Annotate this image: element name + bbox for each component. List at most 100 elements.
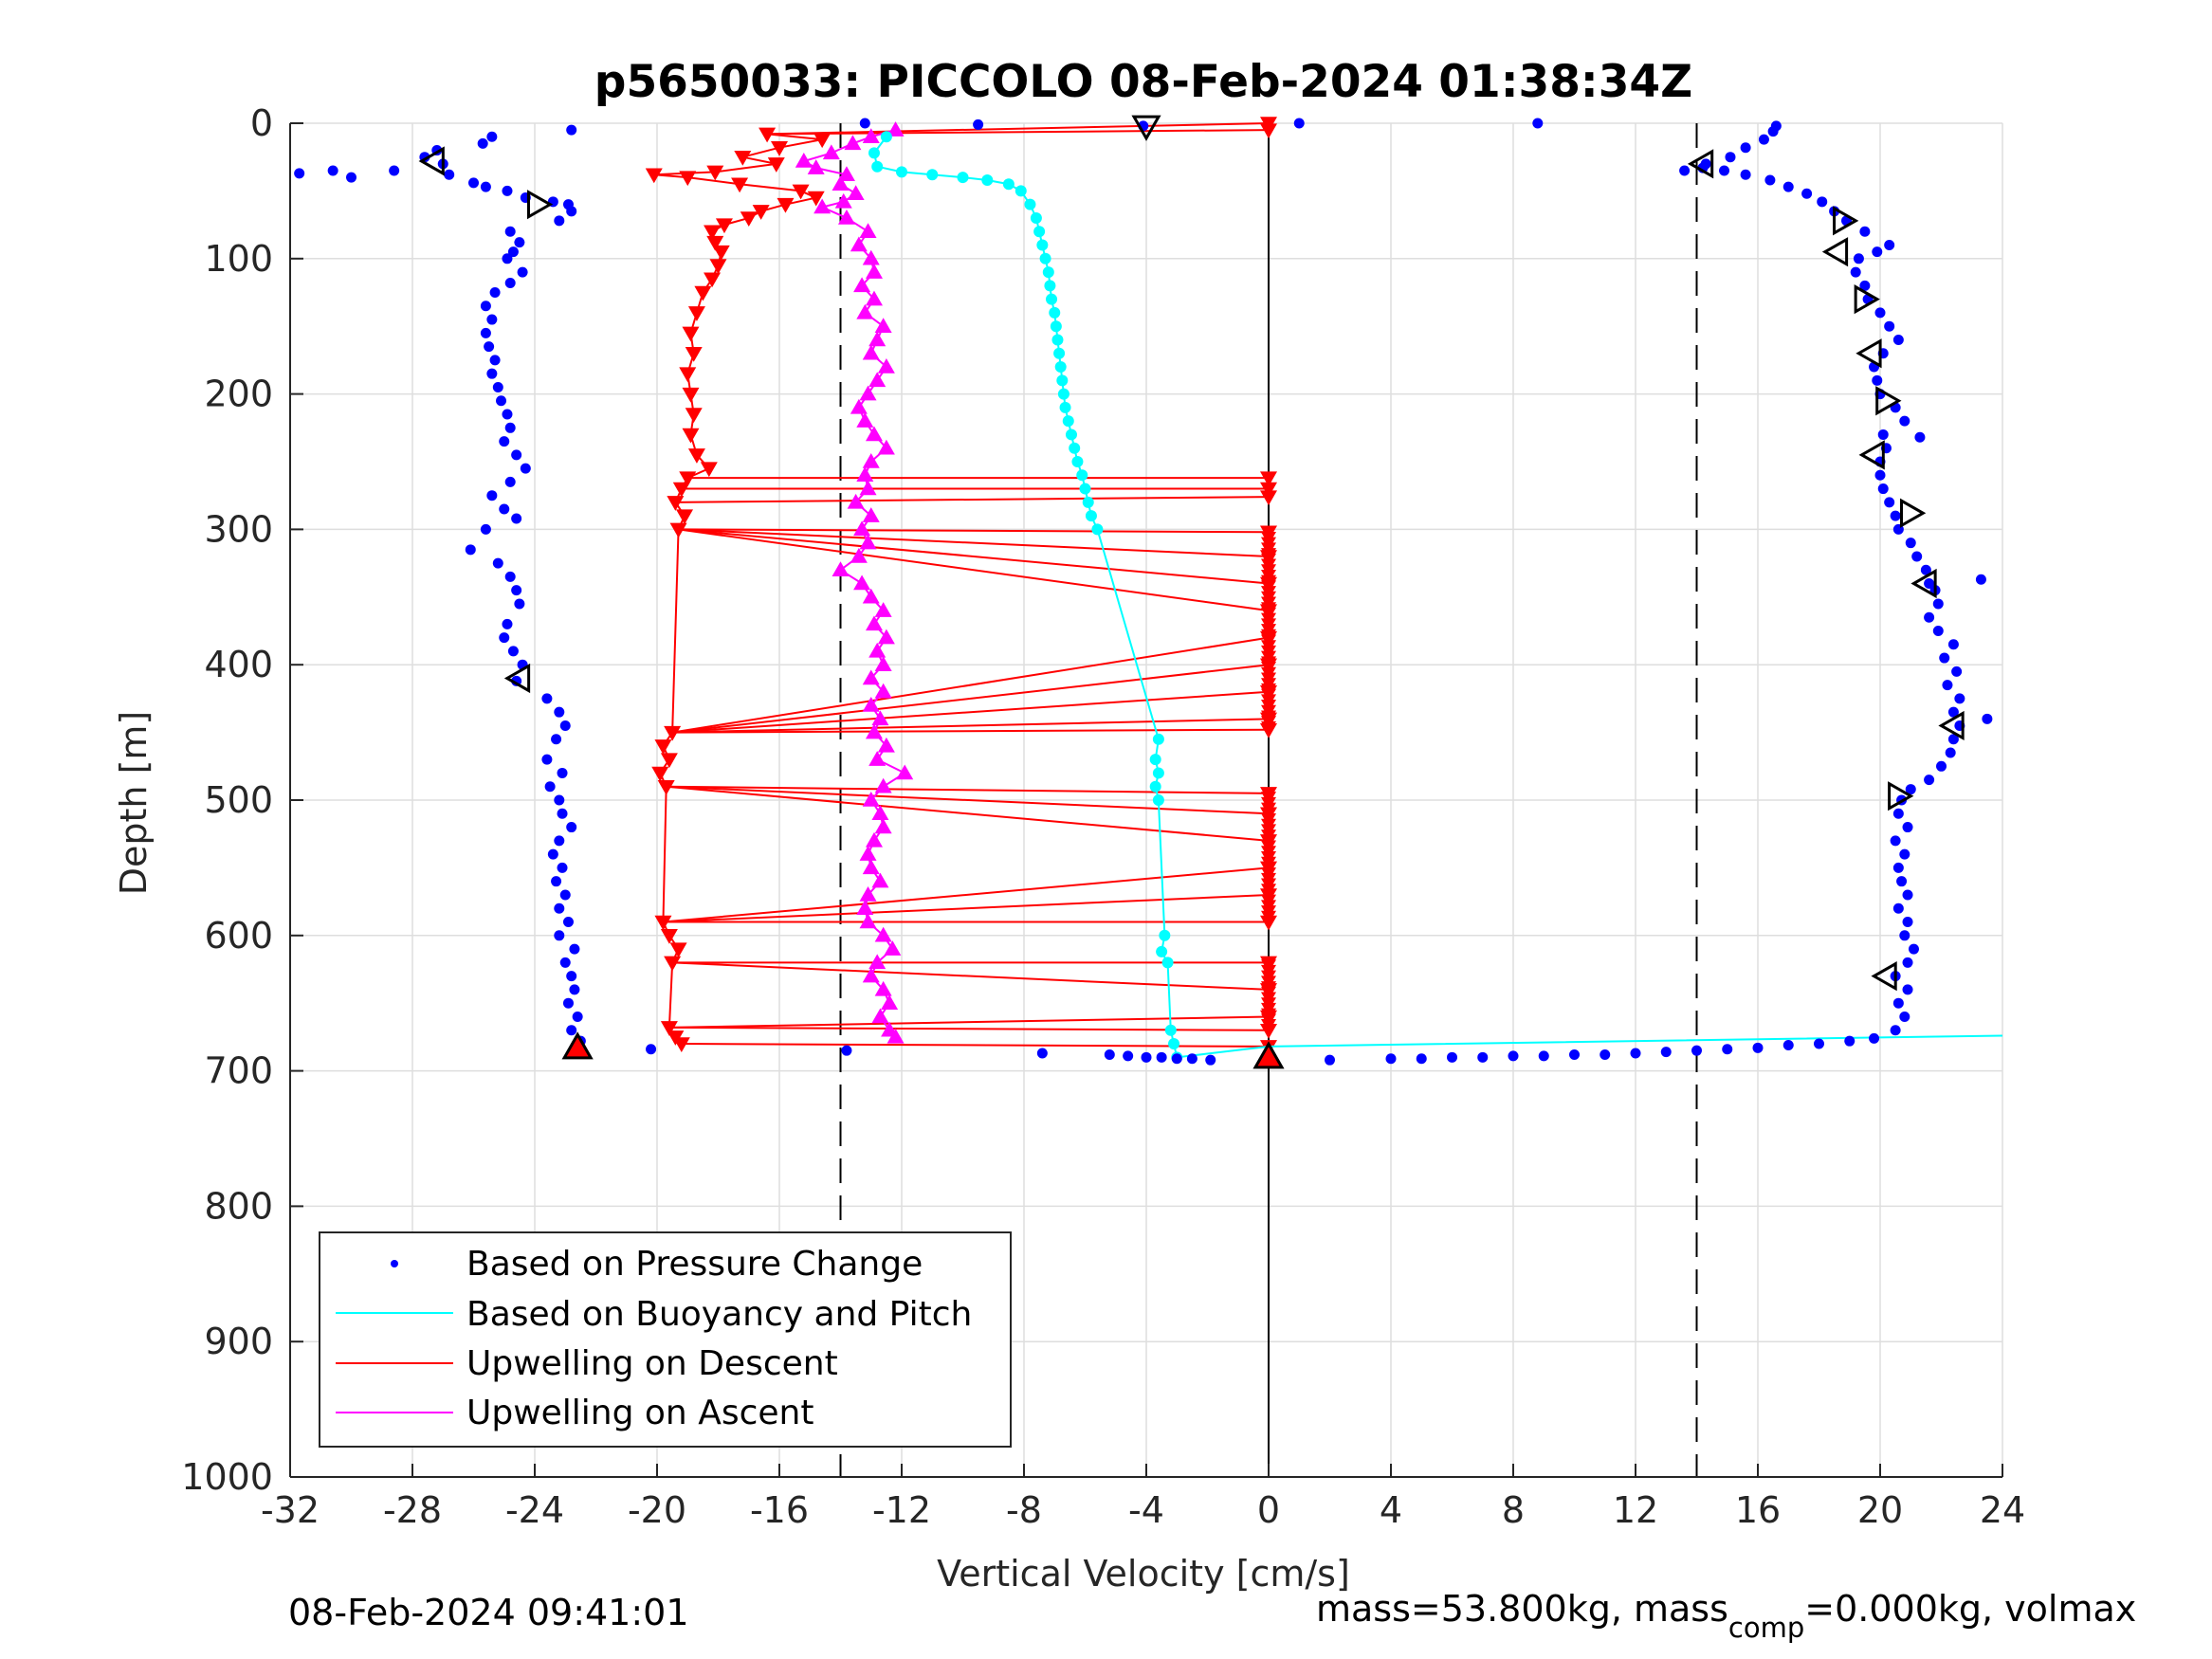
x-tick-label: -12 [872, 1489, 931, 1531]
x-tick-label: 12 [1613, 1489, 1658, 1531]
pressure-point [1691, 1045, 1702, 1056]
ascent-marker [877, 358, 895, 374]
pressure-point [1859, 226, 1871, 237]
ascent-marker [862, 588, 880, 604]
series-pressure-change [294, 118, 1993, 1066]
pressure-point [1892, 808, 1904, 819]
series-buoyancy-pitch [868, 131, 2003, 1064]
ascent-marker [837, 209, 855, 225]
pressure-point [1951, 665, 1963, 677]
pressure-point [1902, 957, 1913, 968]
x-tick-label: -20 [628, 1489, 686, 1531]
pressure-point [492, 381, 503, 392]
pressure-point [520, 463, 531, 474]
pressure-point [1902, 917, 1913, 928]
pressure-point [1884, 497, 1895, 508]
pressure-point [1884, 240, 1895, 251]
descent-marker [669, 942, 687, 958]
pressure-point [1920, 564, 1931, 575]
descent-marker [664, 956, 682, 972]
y-tick-label: 500 [204, 779, 273, 821]
descent-marker [752, 205, 770, 220]
descent-marker [672, 1037, 690, 1053]
descent-marker [660, 753, 678, 769]
descent-connector [666, 785, 1270, 815]
marker-triangle-right [1833, 206, 1859, 236]
pressure-point [1899, 848, 1910, 860]
ascent-marker [887, 121, 905, 137]
ascent-marker [862, 344, 880, 360]
ascent-marker [871, 1008, 889, 1024]
ascent-marker [881, 994, 899, 1010]
pressure-point [1036, 1048, 1048, 1059]
buoyancy-point [1168, 1038, 1180, 1050]
buoyancy-point [1054, 361, 1067, 374]
ascent-marker [877, 629, 895, 645]
ascent-marker [850, 547, 868, 563]
ascent-marker [853, 520, 871, 537]
pressure-point [566, 822, 577, 833]
pressure-point [569, 984, 580, 995]
pressure-point [1569, 1048, 1580, 1060]
pressure-point [1325, 1054, 1335, 1066]
pressure-point [973, 118, 984, 130]
descent-zero-marker [1261, 1019, 1276, 1033]
marker-triangle-right [1854, 284, 1880, 315]
pressure-point [1385, 1053, 1397, 1065]
descent-connector [666, 785, 1270, 794]
ascent-marker [814, 198, 832, 214]
buoyancy-point [1044, 280, 1056, 292]
descent-marker [682, 387, 700, 403]
buoyancy-point [1161, 957, 1174, 969]
buoyancy-point [1152, 794, 1164, 806]
ascent-marker [865, 290, 883, 306]
pressure-point [502, 618, 513, 629]
descent-marker [807, 191, 825, 207]
ascent-marker [868, 642, 887, 658]
pressure-point [1947, 734, 1959, 745]
pressure-point [559, 720, 571, 731]
footer-mass-sub: comp [1728, 1612, 1804, 1644]
pressure-point [1902, 822, 1913, 833]
marker-triangle-right [1875, 386, 1902, 416]
pressure-point [514, 598, 525, 610]
ascent-marker [868, 751, 887, 766]
ascent-marker [834, 192, 852, 209]
buoyancy-point [926, 169, 939, 181]
pressure-point [1877, 483, 1889, 495]
pressure-point [511, 585, 522, 596]
pressure-point [504, 226, 516, 237]
descent-connector [678, 528, 1270, 612]
pressure-point [1914, 431, 1926, 443]
buoyancy-point [981, 173, 994, 186]
x-tick-label: 0 [1257, 1489, 1280, 1531]
legend-entry-buoyancy: Based on Buoyancy and Pitch [466, 1295, 972, 1334]
ascent-marker [865, 723, 883, 739]
pressure-point [1782, 181, 1794, 192]
buoyancy-point [1069, 442, 1081, 454]
footer-timestamp: 08-Feb-2024 09:41:01 [288, 1592, 689, 1633]
chart-title: p5650033: PICCOLO 08-Feb-2024 01:38:34Z [594, 56, 1692, 108]
ascent-marker [871, 710, 889, 726]
marker-triangle-right [526, 190, 554, 220]
pressure-point [1532, 118, 1544, 129]
legend: Based on Pressure Change Based on Buoyan… [319, 1231, 1012, 1448]
pressure-point [504, 422, 516, 433]
descent-marker [777, 197, 795, 213]
ascent-marker [859, 846, 877, 861]
ascent-marker [896, 764, 914, 780]
descent-marker [682, 428, 700, 444]
ascent-marker [847, 185, 865, 201]
descent-marker [715, 218, 733, 234]
ascent-marker [847, 493, 865, 509]
pressure-point [566, 206, 577, 217]
pressure-point [507, 646, 519, 657]
descent-connector [666, 785, 1270, 842]
descent-marker [679, 367, 697, 383]
pressure-point [502, 185, 513, 196]
buoyancy-point [1062, 415, 1074, 428]
pressure-point [1764, 174, 1776, 186]
descent-connector [675, 496, 1270, 503]
descent-marker [657, 779, 675, 795]
pressure-point [1141, 1051, 1152, 1063]
